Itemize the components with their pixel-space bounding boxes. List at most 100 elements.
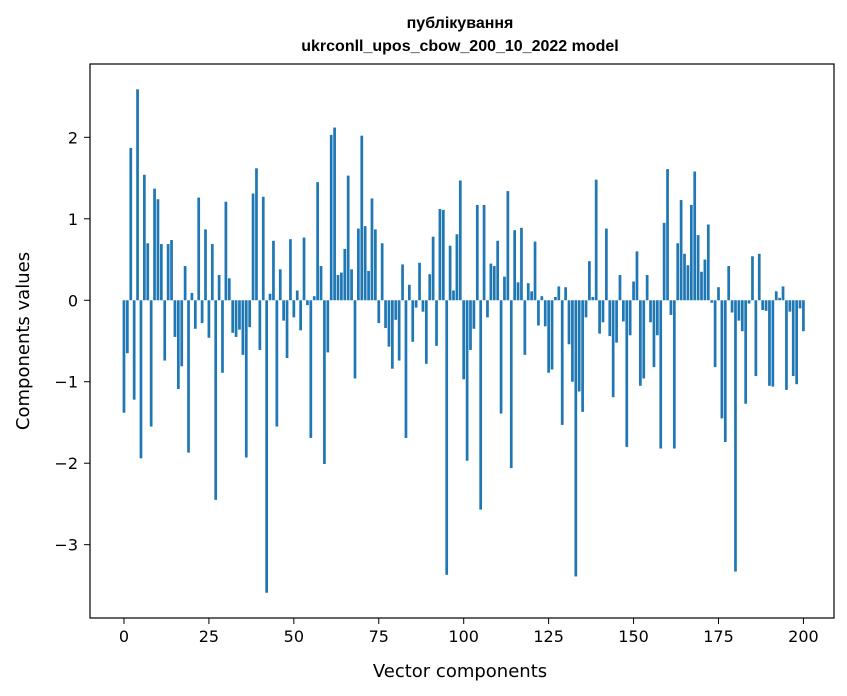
bar [360,135,364,301]
bar [149,300,153,427]
bar [275,300,279,427]
bar [757,253,761,301]
bar [598,300,601,334]
bar [323,300,326,465]
bar [577,300,581,392]
bar [645,275,649,301]
bar [676,243,680,301]
bar [734,300,737,572]
bar [234,300,238,337]
bar [689,204,693,301]
bar [761,300,765,311]
bar-series [122,89,805,593]
bar [156,199,160,301]
bar [265,300,269,593]
bar [207,300,211,338]
bar [411,300,415,342]
bar [248,300,252,328]
x-tick-label: 200 [788,627,819,646]
bar [397,300,401,361]
bar [374,229,377,301]
bar [679,200,683,301]
bar [479,300,483,510]
bar [605,228,608,301]
bar [340,272,343,301]
bar [655,300,659,336]
bar [343,248,347,301]
bar [143,174,146,301]
bar [550,300,554,370]
bar [706,224,710,301]
bar [594,179,598,301]
bar [547,300,550,373]
bar [292,300,296,318]
bar [693,171,697,301]
bar [669,300,673,315]
bar [611,300,615,398]
bar [139,300,143,459]
bar [584,300,588,318]
bar [210,244,214,301]
bar [649,300,652,323]
bar [401,264,404,301]
bar [176,300,180,390]
bar [774,291,778,301]
bar [574,300,578,577]
bar [469,300,472,350]
bar [217,275,221,301]
bar [407,284,411,301]
bar [204,229,207,301]
bar [683,253,686,301]
bar [132,300,136,400]
bar [540,296,544,301]
bar [418,262,421,301]
bar [791,300,795,377]
bar [193,300,197,329]
bar [567,300,571,345]
x-tick-label: 0 [119,627,129,646]
bar [601,300,605,323]
y-axis-ticks: −3 −2 −1 0 1 2 [54,128,90,555]
bar [244,300,248,458]
bar [268,293,272,301]
bar [363,226,367,301]
bar [231,300,235,333]
bar [554,297,557,301]
bar [492,266,496,301]
bar [666,169,669,301]
bar [771,300,775,387]
bar [486,300,489,318]
y-tick-label: −2 [54,454,78,473]
bar [727,266,731,301]
bar [153,188,156,301]
bar [180,300,184,367]
bar [387,300,391,347]
bar [489,263,493,301]
bar [163,300,167,361]
bar [306,300,309,306]
bar [384,300,387,328]
bar [452,290,455,301]
bar [404,300,408,438]
y-tick-label: −3 [54,536,78,555]
bar [785,300,788,390]
bar [438,209,442,301]
bar [496,240,500,301]
bar [516,282,520,301]
bar [560,300,564,425]
bar [197,197,201,301]
bar [768,300,771,386]
bar [122,300,126,413]
bar [571,300,574,382]
bar [258,300,262,350]
bar [475,204,479,301]
bar [615,300,618,343]
bar [713,300,717,368]
bar [272,240,275,301]
bar [639,300,642,386]
bar [329,134,333,301]
bar [126,300,129,354]
x-tick-label: 175 [703,627,734,646]
x-tick-label: 75 [369,627,389,646]
bar [435,300,438,346]
